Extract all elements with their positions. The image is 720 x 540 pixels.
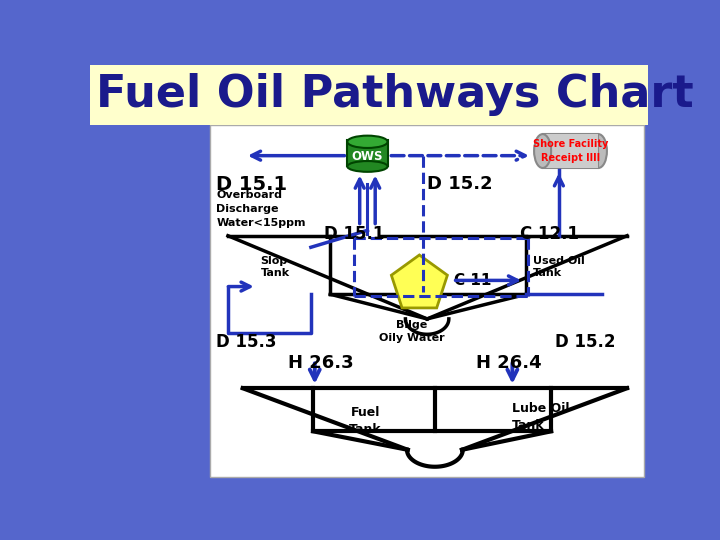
Text: Overboard
Discharge
Water<15ppm: Overboard Discharge Water<15ppm xyxy=(216,190,306,228)
Ellipse shape xyxy=(347,136,387,148)
Ellipse shape xyxy=(534,134,551,168)
Text: D 15.3: D 15.3 xyxy=(216,333,276,351)
Text: Slop
Tank: Slop Tank xyxy=(261,256,289,278)
Text: D 15.1: D 15.1 xyxy=(324,225,384,243)
Text: D 15.1: D 15.1 xyxy=(216,175,287,194)
Text: D 15.2: D 15.2 xyxy=(555,333,616,351)
Text: Shore Facility
Receipt IIII: Shore Facility Receipt IIII xyxy=(533,139,608,163)
Text: Bilge
Oily Water: Bilge Oily Water xyxy=(379,320,444,343)
Text: OWS: OWS xyxy=(351,150,383,163)
Text: H 26.3: H 26.3 xyxy=(287,354,354,372)
Text: D 15.2: D 15.2 xyxy=(427,175,492,193)
Text: Fuel Oil Pathways Chart: Fuel Oil Pathways Chart xyxy=(96,73,694,116)
Text: C 11: C 11 xyxy=(454,273,492,288)
FancyBboxPatch shape xyxy=(347,140,387,166)
Text: C 12.1: C 12.1 xyxy=(520,225,579,243)
Ellipse shape xyxy=(347,161,387,172)
FancyBboxPatch shape xyxy=(543,134,598,168)
Ellipse shape xyxy=(590,134,607,168)
Text: Lube Oil
Tank: Lube Oil Tank xyxy=(513,402,570,432)
FancyBboxPatch shape xyxy=(543,134,598,168)
Polygon shape xyxy=(392,255,447,308)
Text: Fuel
Tank: Fuel Tank xyxy=(348,406,382,436)
Text: Used Oil
Tank: Used Oil Tank xyxy=(534,256,585,278)
Bar xyxy=(90,65,648,125)
Text: H 26.4: H 26.4 xyxy=(476,354,541,372)
Bar xyxy=(210,125,644,477)
